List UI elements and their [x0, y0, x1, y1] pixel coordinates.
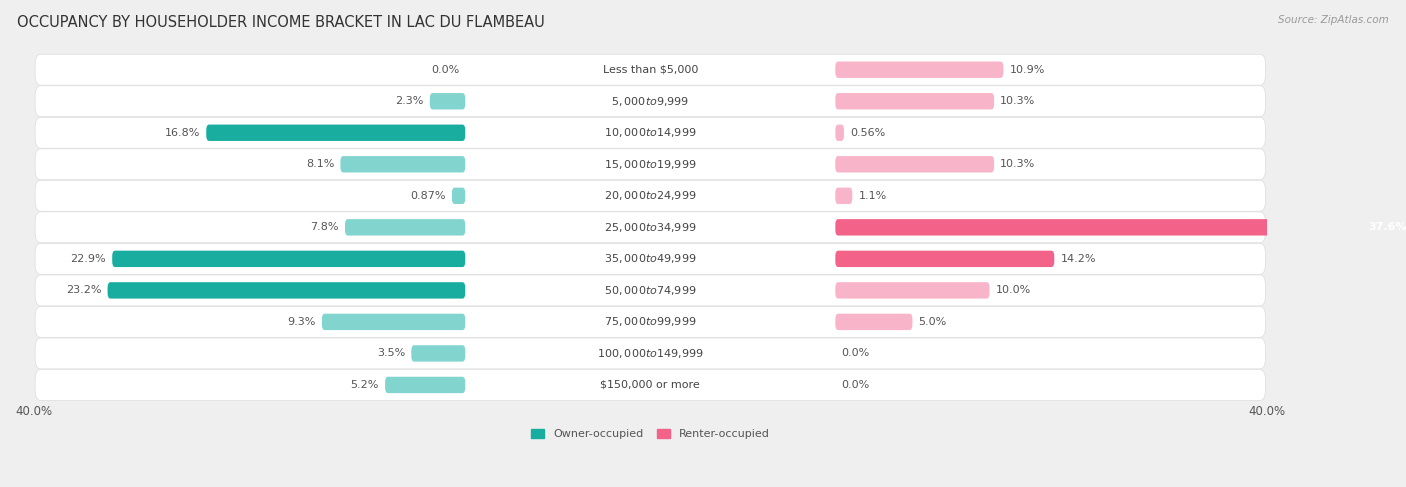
- FancyBboxPatch shape: [835, 187, 852, 204]
- Text: 0.0%: 0.0%: [842, 348, 870, 358]
- FancyBboxPatch shape: [35, 306, 1265, 337]
- Text: 0.87%: 0.87%: [411, 191, 446, 201]
- Text: $15,000 to $19,999: $15,000 to $19,999: [605, 158, 696, 171]
- FancyBboxPatch shape: [835, 93, 994, 110]
- Text: 10.9%: 10.9%: [1010, 65, 1045, 75]
- FancyBboxPatch shape: [322, 314, 465, 330]
- FancyBboxPatch shape: [340, 156, 465, 172]
- Text: 2.3%: 2.3%: [395, 96, 423, 106]
- FancyBboxPatch shape: [835, 125, 844, 141]
- FancyBboxPatch shape: [35, 86, 1265, 117]
- FancyBboxPatch shape: [344, 219, 465, 236]
- Text: Source: ZipAtlas.com: Source: ZipAtlas.com: [1278, 15, 1389, 25]
- Text: $100,000 to $149,999: $100,000 to $149,999: [598, 347, 703, 360]
- FancyBboxPatch shape: [112, 251, 465, 267]
- FancyBboxPatch shape: [207, 125, 465, 141]
- FancyBboxPatch shape: [35, 275, 1265, 306]
- FancyBboxPatch shape: [835, 156, 994, 172]
- Text: 23.2%: 23.2%: [66, 285, 101, 296]
- FancyBboxPatch shape: [108, 282, 465, 299]
- Text: 16.8%: 16.8%: [165, 128, 200, 138]
- FancyBboxPatch shape: [835, 282, 990, 299]
- Text: $10,000 to $14,999: $10,000 to $14,999: [605, 126, 696, 139]
- Text: 14.2%: 14.2%: [1060, 254, 1095, 264]
- Text: $75,000 to $99,999: $75,000 to $99,999: [605, 316, 696, 328]
- Text: Less than $5,000: Less than $5,000: [603, 65, 697, 75]
- Text: 1.1%: 1.1%: [859, 191, 887, 201]
- Text: 10.0%: 10.0%: [995, 285, 1031, 296]
- FancyBboxPatch shape: [35, 338, 1265, 369]
- FancyBboxPatch shape: [35, 244, 1265, 274]
- Text: 9.3%: 9.3%: [287, 317, 316, 327]
- Text: $20,000 to $24,999: $20,000 to $24,999: [605, 189, 696, 202]
- FancyBboxPatch shape: [835, 314, 912, 330]
- Text: $5,000 to $9,999: $5,000 to $9,999: [612, 95, 689, 108]
- Text: 0.0%: 0.0%: [430, 65, 460, 75]
- Text: 8.1%: 8.1%: [307, 159, 335, 169]
- Text: 0.0%: 0.0%: [842, 380, 870, 390]
- Legend: Owner-occupied, Renter-occupied: Owner-occupied, Renter-occupied: [526, 424, 775, 444]
- FancyBboxPatch shape: [35, 212, 1265, 243]
- Text: OCCUPANCY BY HOUSEHOLDER INCOME BRACKET IN LAC DU FLAMBEAU: OCCUPANCY BY HOUSEHOLDER INCOME BRACKET …: [17, 15, 544, 30]
- FancyBboxPatch shape: [430, 93, 465, 110]
- Text: $25,000 to $34,999: $25,000 to $34,999: [605, 221, 696, 234]
- FancyBboxPatch shape: [35, 149, 1265, 180]
- FancyBboxPatch shape: [385, 377, 465, 393]
- Text: 10.3%: 10.3%: [1000, 96, 1036, 106]
- Text: $150,000 or more: $150,000 or more: [600, 380, 700, 390]
- Text: 5.2%: 5.2%: [350, 380, 380, 390]
- Text: 0.56%: 0.56%: [851, 128, 886, 138]
- Text: 22.9%: 22.9%: [70, 254, 105, 264]
- FancyBboxPatch shape: [835, 61, 1004, 78]
- FancyBboxPatch shape: [451, 187, 465, 204]
- Text: $35,000 to $49,999: $35,000 to $49,999: [605, 252, 696, 265]
- Text: 5.0%: 5.0%: [918, 317, 946, 327]
- Text: 7.8%: 7.8%: [311, 223, 339, 232]
- FancyBboxPatch shape: [35, 54, 1265, 85]
- FancyBboxPatch shape: [835, 219, 1406, 236]
- FancyBboxPatch shape: [835, 251, 1054, 267]
- FancyBboxPatch shape: [35, 370, 1265, 400]
- FancyBboxPatch shape: [35, 180, 1265, 211]
- FancyBboxPatch shape: [412, 345, 465, 362]
- FancyBboxPatch shape: [35, 117, 1265, 148]
- Text: $50,000 to $74,999: $50,000 to $74,999: [605, 284, 696, 297]
- Text: 3.5%: 3.5%: [377, 348, 405, 358]
- Text: 10.3%: 10.3%: [1000, 159, 1036, 169]
- Text: 37.6%: 37.6%: [1368, 223, 1406, 232]
